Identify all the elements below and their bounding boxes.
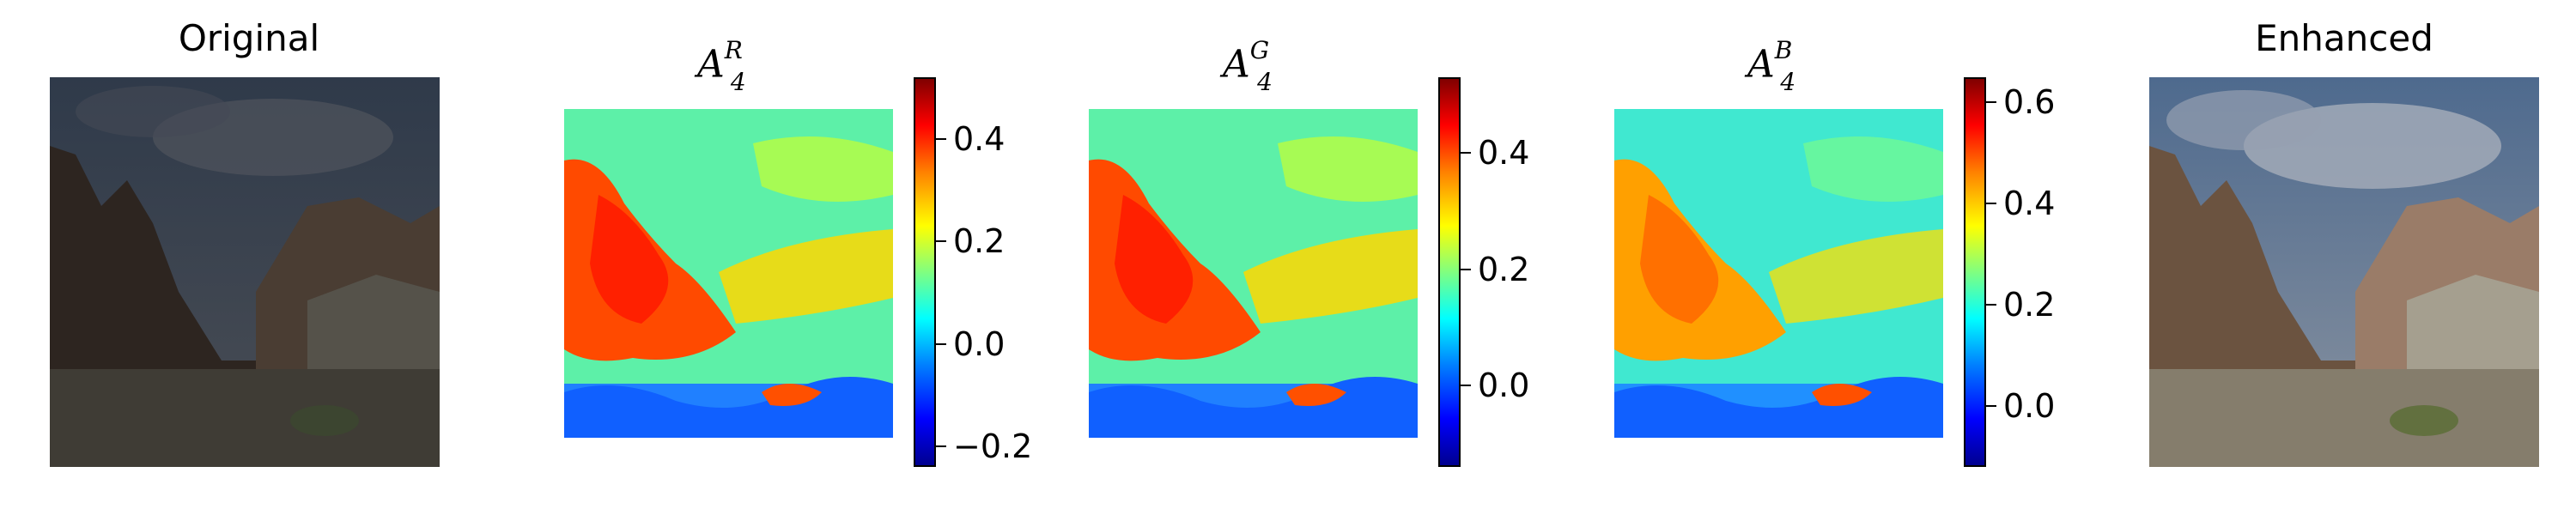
map-r-symbol: A bbox=[697, 42, 725, 87]
enhanced-title: Enhanced bbox=[2255, 17, 2433, 59]
colorbar-tick bbox=[1461, 152, 1471, 154]
map-b-colorbar bbox=[1964, 77, 1986, 467]
map-b-symbol: A bbox=[1747, 42, 1775, 87]
colorbar-tick-label: 0.2 bbox=[953, 222, 1005, 261]
colorbar-tick-label: 0.6 bbox=[2003, 83, 2056, 122]
original-title: Original bbox=[178, 17, 320, 59]
colorbar-tick-label: 0.4 bbox=[2003, 185, 2056, 223]
colorbar-tick-label: 0.4 bbox=[953, 119, 1005, 158]
enhanced-image bbox=[2149, 77, 2539, 467]
colorbar-tick bbox=[936, 342, 946, 345]
colorbar-tick-label: 0.0 bbox=[1478, 367, 1530, 405]
colorbar-tick bbox=[936, 445, 946, 448]
original-image bbox=[50, 77, 440, 467]
colorbar-tick bbox=[936, 137, 946, 140]
colorbar-tick-label: 0.4 bbox=[1478, 134, 1530, 173]
map-b-superscript: B bbox=[1774, 36, 1793, 64]
colorbar-tick bbox=[1986, 405, 1996, 408]
colorbar-tick bbox=[1986, 203, 1996, 205]
map-b-subscript: 4 bbox=[1780, 68, 1796, 97]
map-r-colorbar bbox=[914, 77, 936, 467]
colorbar-tick bbox=[1461, 268, 1471, 270]
map-g-heatmap bbox=[1089, 109, 1418, 438]
colorbar-tick-label: −0.2 bbox=[953, 427, 1033, 466]
colorbar-tick bbox=[1986, 304, 1996, 306]
colorbar-tick bbox=[1986, 101, 1996, 104]
colorbar-tick bbox=[1461, 385, 1471, 387]
map-r-title: AR 4 bbox=[697, 36, 746, 96]
colorbar-tick-label: 0.0 bbox=[953, 324, 1005, 363]
map-b-heatmap bbox=[1614, 109, 1943, 438]
map-r-superscript: R bbox=[724, 36, 743, 64]
map-r-subscript: 4 bbox=[730, 68, 746, 97]
map-g-subscript: 4 bbox=[1257, 68, 1273, 97]
colorbar-tick-label: 0.0 bbox=[2003, 387, 2056, 426]
colorbar-tick-label: 0.2 bbox=[2003, 286, 2056, 324]
map-b-title: AB 4 bbox=[1747, 36, 1795, 96]
map-g-colorbar bbox=[1438, 77, 1461, 467]
map-g-title: AG 4 bbox=[1223, 36, 1273, 96]
colorbar-tick-label: 0.2 bbox=[1478, 250, 1530, 288]
colorbar-tick bbox=[936, 240, 946, 243]
map-g-symbol: A bbox=[1223, 42, 1250, 87]
map-r-heatmap bbox=[564, 109, 893, 438]
map-g-superscript: G bbox=[1249, 36, 1270, 64]
